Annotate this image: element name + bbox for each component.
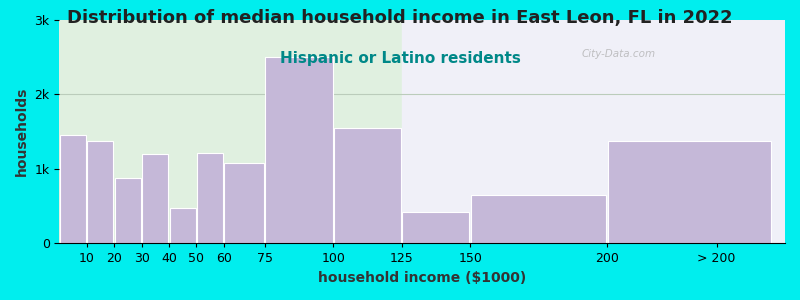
Bar	[197, 153, 223, 243]
Bar	[608, 141, 770, 243]
Bar	[60, 135, 86, 243]
Bar	[224, 163, 264, 243]
Bar	[402, 20, 785, 243]
Bar	[266, 57, 333, 243]
Bar	[142, 154, 168, 243]
Bar	[87, 141, 114, 243]
Text: Hispanic or Latino residents: Hispanic or Latino residents	[279, 51, 521, 66]
Text: City-Data.com: City-Data.com	[582, 49, 656, 58]
Bar	[402, 212, 470, 243]
Bar	[334, 128, 401, 243]
Bar	[170, 208, 196, 243]
Bar	[59, 20, 402, 243]
Bar	[115, 178, 141, 243]
Text: Distribution of median household income in East Leon, FL in 2022: Distribution of median household income …	[67, 9, 733, 27]
X-axis label: household income ($1000): household income ($1000)	[318, 271, 526, 285]
Y-axis label: households: households	[15, 87, 29, 176]
Bar	[471, 195, 606, 243]
